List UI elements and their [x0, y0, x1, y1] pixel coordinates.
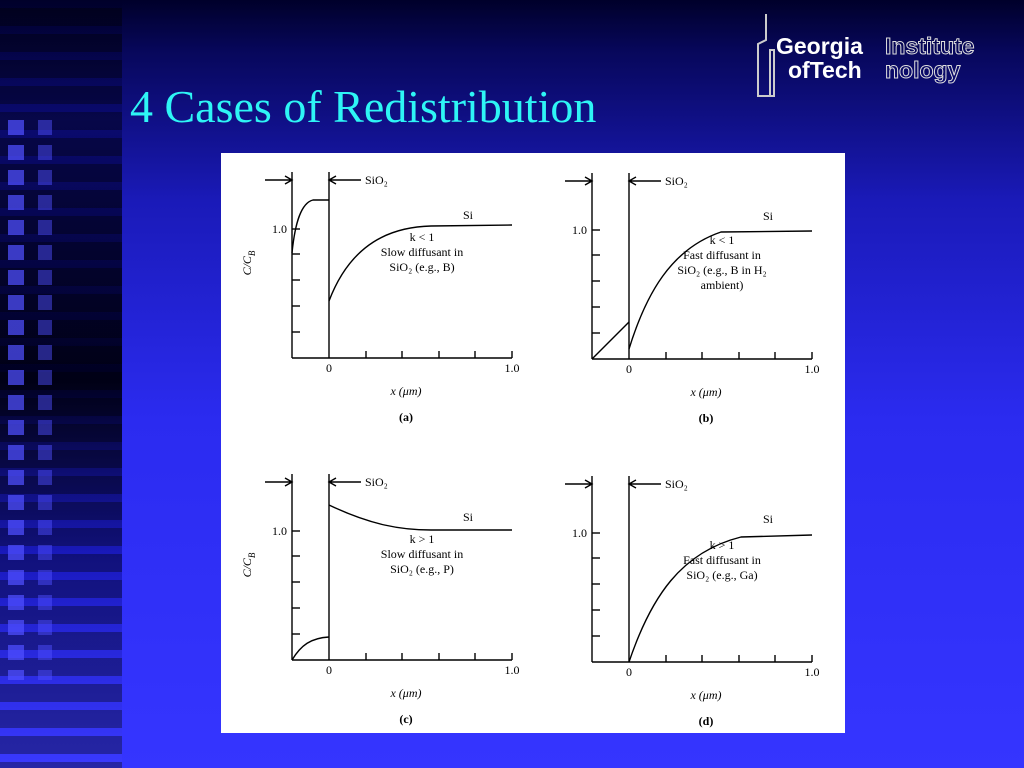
- silicon-label: Si: [763, 209, 774, 223]
- arrow: [565, 479, 594, 489]
- caption-line: SiO₂ (e.g., Ga): [686, 568, 757, 582]
- arrow: [565, 176, 594, 186]
- logo-tower: [757, 14, 775, 97]
- panel-label: (c): [399, 712, 412, 726]
- caption-line: SiO₂ (e.g., B): [389, 260, 454, 274]
- profile-curve: [328, 224, 513, 302]
- profile-curve: [291, 199, 329, 254]
- arrow: [627, 176, 661, 186]
- y-tick-label: 1.0: [272, 524, 287, 538]
- y-label-main: C/C: [240, 557, 254, 577]
- caption-line: Slow diffusant in: [381, 245, 463, 259]
- arrow: [327, 477, 361, 487]
- side-squares: [8, 120, 53, 680]
- panel-label: (b): [699, 411, 714, 425]
- profile-curve: [628, 230, 813, 350]
- logo: Georgia Institute ofTech nology: [757, 14, 975, 97]
- profile-curve: [628, 534, 813, 663]
- silicon-label: Si: [463, 510, 474, 524]
- x-tick-label: 0: [326, 361, 332, 375]
- arrow: [627, 479, 661, 489]
- caption-line: Fast diffusant in: [683, 248, 761, 262]
- oxide-label: SiO₂: [365, 173, 388, 187]
- x-axis-label: x (μm): [389, 686, 421, 700]
- x-axis-label: x (μm): [689, 385, 721, 399]
- caption-line: Slow diffusant in: [381, 547, 463, 561]
- y-tick-label: 1.0: [272, 222, 287, 236]
- logo-georgia: Georgia: [776, 33, 863, 59]
- x-tick-label: 1.0: [505, 663, 520, 677]
- arrow: [265, 477, 294, 487]
- y-axis-label: C/CB: [240, 552, 257, 577]
- caption-line: k > 1: [410, 532, 435, 546]
- caption-line: k > 1: [710, 538, 735, 552]
- x-tick-label: 1.0: [505, 361, 520, 375]
- x-tick-label: 1.0: [805, 665, 820, 679]
- oxide-label: SiO₂: [365, 475, 388, 489]
- y-label-main: C/C: [240, 255, 254, 275]
- x-axis-label: x (μm): [389, 384, 421, 398]
- caption-line: Fast diffusant in: [683, 553, 761, 567]
- logo-nology: nology: [885, 57, 961, 83]
- x-tick-label: 0: [326, 663, 332, 677]
- x-axis-label: x (μm): [689, 688, 721, 702]
- x-tick-label: 0: [626, 665, 632, 679]
- caption-line: k < 1: [410, 230, 435, 244]
- arrow: [327, 175, 361, 185]
- side-strip: [0, 0, 122, 768]
- x-tick-label: 1.0: [805, 362, 820, 376]
- caption-line: ambient): [701, 278, 744, 292]
- silicon-label: Si: [763, 512, 774, 526]
- logo-institute: Institute: [885, 33, 974, 59]
- profile-curve: [291, 636, 330, 661]
- logo-of-tech: ofTech: [788, 57, 862, 83]
- oxide-label: SiO₂: [665, 174, 688, 188]
- y-tick-label: 1.0: [572, 223, 587, 237]
- x-tick-label: 0: [626, 362, 632, 376]
- silicon-label: Si: [463, 208, 474, 222]
- caption-line: SiO₂ (e.g., B in H₂: [677, 263, 766, 277]
- y-label-sub: B: [247, 552, 257, 558]
- profile-curve: [328, 504, 512, 531]
- y-axis-label: C/CB: [240, 250, 257, 275]
- panel-label: (a): [399, 410, 413, 424]
- slide-title: 4 Cases of Redistribution: [130, 81, 597, 132]
- caption-line: SiO₂ (e.g., P): [390, 562, 454, 576]
- arrow: [265, 175, 294, 185]
- oxide-label: SiO₂: [665, 477, 688, 491]
- y-label-sub: B: [247, 250, 257, 256]
- caption-line: k < 1: [710, 233, 735, 247]
- panel-label: (d): [699, 714, 714, 728]
- y-tick-label: 1.0: [572, 526, 587, 540]
- profile-curve: [591, 321, 630, 360]
